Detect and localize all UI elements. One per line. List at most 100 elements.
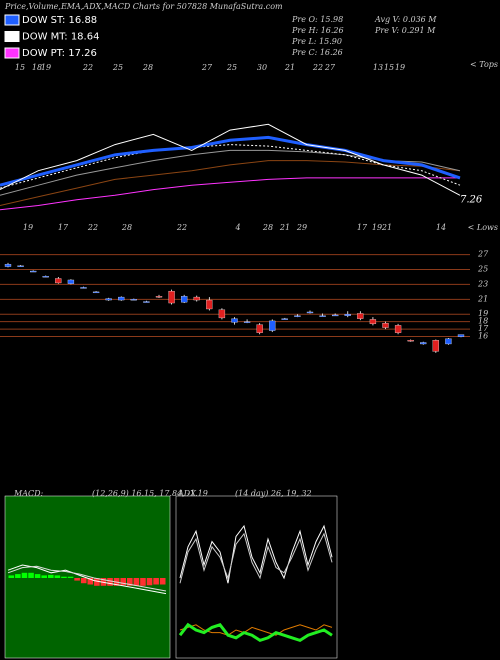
candle-body bbox=[420, 342, 427, 345]
candle-body bbox=[105, 298, 112, 301]
bottom-date-label: 14 bbox=[436, 223, 446, 232]
series-line bbox=[0, 177, 460, 211]
candle-body bbox=[394, 325, 402, 333]
top-date-label: 25 bbox=[112, 63, 123, 72]
macd-histogram-bar bbox=[21, 572, 28, 578]
series-line bbox=[179, 532, 333, 584]
top-date-label: 15 bbox=[15, 63, 25, 72]
info-text: Pre C: 16.26 bbox=[291, 48, 343, 57]
macd-histogram-bar bbox=[87, 578, 94, 585]
candle-body bbox=[67, 279, 75, 284]
level-label: 27 bbox=[477, 250, 489, 259]
series-line bbox=[178, 622, 333, 643]
top-date-label: 15 bbox=[384, 63, 394, 72]
candle-body bbox=[319, 315, 326, 317]
top-date-label: 27 bbox=[324, 63, 336, 72]
bottom-date-label: 19 bbox=[23, 223, 33, 232]
level-label: 23 bbox=[477, 279, 488, 288]
info-text: Avg V: 0.036 M bbox=[374, 15, 437, 24]
macd-histogram-bar bbox=[159, 578, 166, 585]
bottom-date-label: 28 bbox=[262, 223, 273, 232]
candle-body bbox=[269, 320, 276, 331]
series-line bbox=[7, 565, 167, 592]
legend-swatch bbox=[4, 14, 20, 26]
macd-histogram-bar bbox=[120, 578, 126, 586]
series-line bbox=[7, 564, 167, 595]
level-label: 16 bbox=[478, 332, 488, 341]
macd-histogram-bar bbox=[41, 575, 47, 578]
top-date-label: 22 bbox=[82, 63, 93, 72]
series-line bbox=[0, 135, 461, 187]
candle-body bbox=[306, 311, 314, 314]
page-title: Price,Volume,EMA,ADX,MACD Charts for 507… bbox=[4, 2, 283, 11]
level-label: 17 bbox=[478, 324, 489, 333]
candle-body bbox=[218, 309, 226, 319]
candle-body bbox=[4, 264, 12, 267]
level-label: 18 bbox=[478, 317, 488, 326]
macd-histogram-bar bbox=[28, 572, 34, 578]
top-date-label: 19 bbox=[41, 63, 51, 72]
bottom-date-label: 29 bbox=[296, 223, 307, 232]
candle-body bbox=[445, 338, 452, 345]
legend-label: DOW MT: 18.64 bbox=[22, 32, 99, 43]
candle-body bbox=[231, 318, 238, 323]
macd-histogram-bar bbox=[146, 578, 153, 586]
top-date-label: 25 bbox=[226, 63, 237, 72]
legend-label: DOW ST: 16.88 bbox=[22, 15, 97, 26]
macd-histogram-bar bbox=[48, 574, 54, 578]
macd-histogram-bar bbox=[54, 575, 61, 578]
candle-body bbox=[92, 291, 100, 294]
top-date-label: 30 bbox=[257, 63, 267, 72]
series-line bbox=[0, 123, 461, 196]
bottom-date-label: 21 bbox=[279, 223, 290, 232]
candle-body bbox=[80, 287, 87, 289]
candle-body bbox=[55, 278, 62, 284]
bottom-date-label: 22 bbox=[87, 223, 98, 232]
top-date-label: 27 bbox=[201, 63, 213, 72]
macd-histogram-bar bbox=[34, 574, 41, 578]
candle-body bbox=[193, 296, 200, 301]
bottom-date-label: 28 bbox=[121, 223, 132, 232]
candle-body bbox=[294, 315, 301, 317]
macd-histogram-bar bbox=[107, 578, 113, 586]
candle-body bbox=[155, 296, 163, 298]
candle-body bbox=[432, 340, 439, 352]
macd-histogram-bar bbox=[15, 574, 21, 578]
candle-body bbox=[369, 319, 377, 325]
legend-swatch bbox=[4, 47, 20, 59]
bottom-date-label: 22 bbox=[176, 223, 187, 232]
legend-swatch bbox=[4, 31, 20, 42]
top-date-label: 13 bbox=[373, 63, 383, 72]
candle-body bbox=[17, 265, 24, 267]
macd-histogram-bar bbox=[127, 578, 133, 586]
info-text: Pre L: 15.90 bbox=[291, 37, 342, 46]
macd-title: MACD: bbox=[13, 489, 44, 498]
top-date-label: 21 bbox=[284, 63, 295, 72]
candle-body bbox=[332, 314, 339, 317]
candle-body bbox=[168, 290, 175, 304]
macd-subtitle: (12,26,9) 16.15, 17.84, -1.19 bbox=[92, 489, 208, 498]
bottom-date-label: 17 bbox=[357, 223, 368, 232]
bottom-date-label: 19 bbox=[372, 223, 382, 232]
macd-histogram-bar bbox=[94, 578, 100, 586]
adx-subtitle: (14 day) 26, 19, 32 bbox=[235, 489, 312, 498]
macd-histogram-bar bbox=[133, 578, 140, 586]
top-note: < Tops bbox=[470, 60, 498, 69]
macd-histogram-bar bbox=[67, 576, 74, 578]
price-annotation: 7.26 bbox=[460, 195, 483, 206]
candle-body bbox=[344, 314, 351, 316]
candle-body bbox=[42, 276, 49, 278]
candle-body bbox=[118, 296, 125, 301]
level-label: 19 bbox=[478, 309, 488, 318]
macd-histogram-bar bbox=[80, 578, 87, 584]
macd-histogram-bar bbox=[8, 575, 15, 578]
bottom-date-label: 17 bbox=[58, 223, 69, 232]
candle-body bbox=[30, 270, 37, 273]
level-label: 21 bbox=[477, 294, 488, 303]
candle-body bbox=[130, 299, 137, 301]
macd-histogram-bar bbox=[153, 578, 159, 585]
candle-body bbox=[457, 334, 465, 337]
candle-body bbox=[243, 321, 251, 323]
level-label: 25 bbox=[477, 265, 488, 274]
